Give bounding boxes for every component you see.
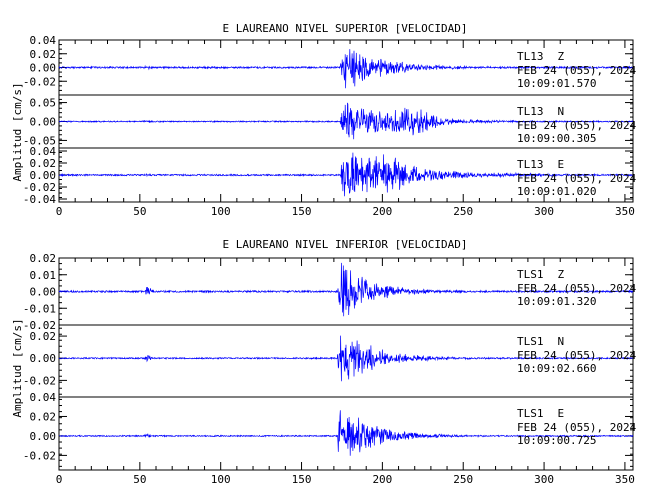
date-label: FEB 24 (055), 2024 bbox=[517, 64, 637, 77]
waveform-TL13-Z bbox=[58, 49, 634, 89]
x-tick-label: 50 bbox=[133, 205, 146, 218]
y-tick-label: 0.02 bbox=[30, 330, 57, 343]
x-tick-label: 150 bbox=[292, 205, 312, 218]
x-tick-label: 0 bbox=[56, 473, 63, 486]
y-tick-label: 0.00 bbox=[30, 116, 57, 129]
panel-nivel-superior: E LAUREANO NIVEL SUPERIOR [VELOCIDAD] Am… bbox=[11, 22, 637, 218]
time-label: 10:09:00.305 bbox=[517, 132, 596, 145]
station-label: TL13 E bbox=[517, 158, 564, 171]
y-axis-label: Amplitud [cm/s] bbox=[11, 318, 24, 417]
station-label: TLS1 E bbox=[517, 407, 564, 420]
x-tick-label: 250 bbox=[453, 473, 473, 486]
waveform-TLS1-Z bbox=[58, 262, 634, 317]
panel-nivel-inferior: E LAUREANO NIVEL INFERIOR [VELOCIDAD] Am… bbox=[11, 238, 637, 486]
date-label: FEB 24 (055), 2024 bbox=[517, 282, 637, 295]
station-label: TL13 Z bbox=[517, 50, 565, 63]
time-label: 10:09:01.020 bbox=[517, 185, 596, 198]
y-tick-label: 0.00 bbox=[30, 286, 57, 299]
waveform-TLS1-E bbox=[59, 410, 634, 456]
y-tick-label: -0.02 bbox=[23, 374, 56, 387]
date-label: FEB 24 (055), 2024 bbox=[517, 421, 637, 434]
x-axis: 0 50 100 150 200 250 300 350 bbox=[56, 258, 635, 486]
y-tick-label: -0.02 bbox=[23, 449, 56, 462]
station-code: TLS1 bbox=[517, 335, 544, 348]
waveform-TL13-N bbox=[58, 102, 634, 140]
y-tick-label: 0.00 bbox=[30, 430, 57, 443]
component-code: N bbox=[558, 105, 565, 118]
waveform-TLS1-N bbox=[58, 335, 634, 382]
y-tick-label: 0.00 bbox=[30, 169, 57, 182]
trace-frame bbox=[58, 396, 634, 471]
y-tick-label: 0.02 bbox=[30, 48, 57, 61]
x-tick-label: 50 bbox=[133, 473, 146, 486]
x-tick-label: 100 bbox=[211, 205, 231, 218]
x-tick-label: 200 bbox=[372, 473, 392, 486]
y-axis-label: Amplitud [cm/s] bbox=[11, 82, 24, 181]
station-label: TLS1 N bbox=[517, 335, 564, 348]
x-tick-label: 150 bbox=[292, 473, 312, 486]
time-label: 10:09:00.725 bbox=[517, 434, 596, 447]
y-tick-label: -0.04 bbox=[23, 193, 56, 206]
x-tick-label: 350 bbox=[615, 205, 635, 218]
station-code: TL13 bbox=[517, 105, 544, 118]
y-tick-label: 0.02 bbox=[30, 252, 57, 265]
station-code: TL13 bbox=[517, 50, 544, 63]
date-label: FEB 24 (055), 2024 bbox=[517, 119, 637, 132]
time-label: 10:09:02.660 bbox=[517, 362, 596, 375]
station-label: TLS1 Z bbox=[517, 268, 565, 281]
x-tick-label: 200 bbox=[372, 205, 392, 218]
x-axis: 0 50 100 150 200 250 300 350 bbox=[56, 40, 635, 218]
x-tick-label: 100 bbox=[211, 473, 231, 486]
component-code: E bbox=[558, 407, 565, 420]
y-tick-label: 0.04 bbox=[30, 391, 57, 404]
y-tick-label: 0.00 bbox=[30, 62, 57, 75]
y-tick-label: 0.02 bbox=[30, 157, 57, 170]
y-tick-label: -0.01 bbox=[23, 302, 56, 315]
station-code: TLS1 bbox=[517, 407, 544, 420]
y-tick-label: 0.05 bbox=[30, 97, 57, 110]
date-label: FEB 24 (055), 2024 bbox=[517, 349, 637, 362]
time-label: 10:09:01.320 bbox=[517, 295, 596, 308]
x-tick-label: 250 bbox=[453, 205, 473, 218]
panel-title: E LAUREANO NIVEL SUPERIOR [VELOCIDAD] bbox=[222, 22, 467, 35]
y-tick-label: 0.01 bbox=[30, 269, 57, 282]
component-code: Z bbox=[558, 50, 565, 63]
y-tick-label: -0.02 bbox=[23, 75, 56, 88]
station-code: TL13 bbox=[517, 158, 544, 171]
component-code: N bbox=[558, 335, 565, 348]
y-tick-label: 0.04 bbox=[30, 34, 57, 47]
y-tick-label: 0.02 bbox=[30, 410, 57, 423]
station-code: TLS1 bbox=[517, 268, 544, 281]
panel-title: E LAUREANO NIVEL INFERIOR [VELOCIDAD] bbox=[222, 238, 467, 251]
station-label: TL13 N bbox=[517, 105, 564, 118]
x-tick-label: 300 bbox=[534, 205, 554, 218]
time-label: 10:09:01.570 bbox=[517, 77, 596, 90]
component-code: Z bbox=[558, 268, 565, 281]
y-tick-label: 0.04 bbox=[30, 145, 57, 158]
x-tick-label: 0 bbox=[56, 205, 63, 218]
y-tick-label: -0.02 bbox=[23, 319, 56, 332]
waveform-TL13-E bbox=[58, 152, 634, 197]
date-label: FEB 24 (055), 2024 bbox=[517, 172, 637, 185]
y-tick-label: 0.00 bbox=[30, 352, 57, 365]
x-tick-label: 300 bbox=[534, 473, 554, 486]
y-tick-label: -0.02 bbox=[23, 181, 56, 194]
component-code: E bbox=[558, 158, 565, 171]
y-tick-label: -0.05 bbox=[23, 134, 56, 147]
x-tick-label: 350 bbox=[615, 473, 635, 486]
